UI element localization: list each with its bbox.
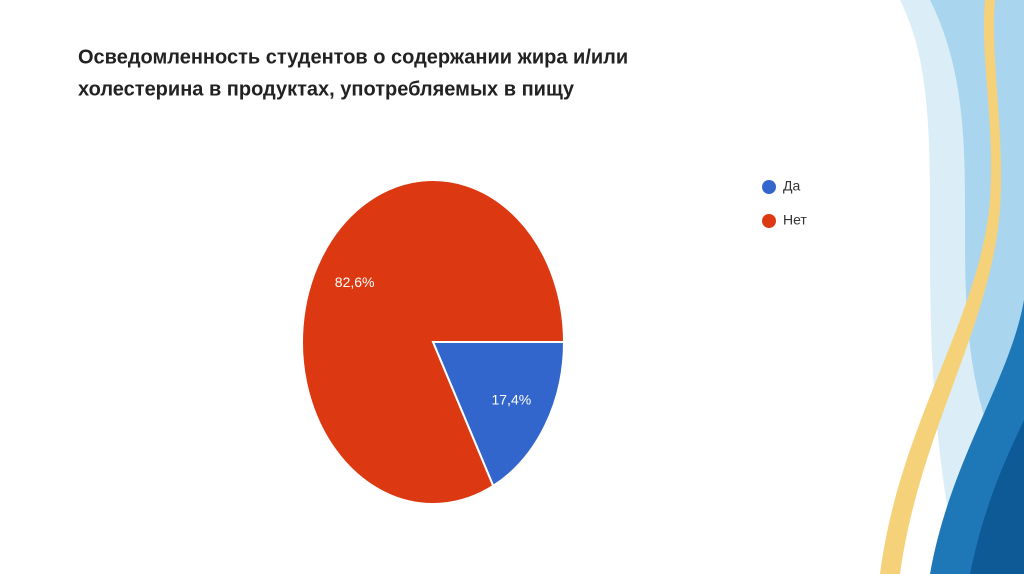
- legend-label: Нет: [783, 212, 807, 228]
- pie: 17,4% 82,6%: [301, 179, 566, 505]
- pie-slice: [301, 179, 566, 505]
- pie-slice: [431, 341, 566, 488]
- decoration: [880, 0, 1024, 574]
- legend-label: Да: [783, 178, 800, 194]
- chart-title: Осведомленность студентов о содержании ж…: [78, 46, 628, 68]
- legend-marker: [762, 214, 776, 228]
- chart-title: холестерина в продуктах, употребляемых в…: [78, 78, 575, 100]
- slice-label: 82,6%: [335, 274, 375, 290]
- legend-marker: [762, 180, 776, 194]
- legend: Да Нет: [762, 178, 807, 228]
- slice-label: 17,4%: [491, 392, 531, 408]
